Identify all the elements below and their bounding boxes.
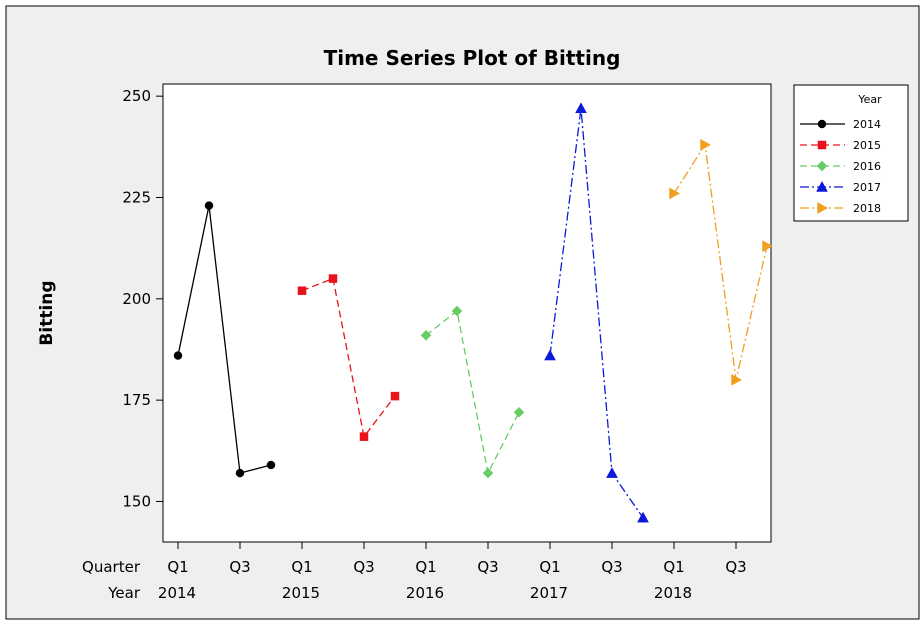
legend-box	[793, 84, 909, 222]
data-point-marker	[266, 460, 276, 470]
x-tick-label-year: 2015	[282, 584, 320, 602]
data-point-marker	[762, 240, 774, 253]
legend-item: 2016	[800, 160, 881, 173]
data-point-marker	[173, 351, 183, 360]
legend-marker	[816, 180, 828, 192]
legend-label: 2015	[853, 139, 881, 152]
data-point-marker	[731, 373, 743, 386]
data-point-marker	[390, 391, 400, 401]
x-tick-label-quarter: Q3	[229, 558, 250, 576]
y-tick-label: 175	[122, 391, 151, 409]
data-point-marker	[204, 201, 214, 210]
series-line	[425, 309, 520, 476]
y-tick-label: 250	[122, 87, 151, 105]
data-point-marker	[637, 511, 649, 523]
data-point-marker	[235, 468, 245, 478]
data-point-marker	[451, 305, 463, 317]
legend-item: 2014	[800, 118, 881, 131]
series-line	[177, 205, 272, 474]
legend-label: 2017	[853, 181, 881, 194]
series-2017	[544, 102, 649, 523]
legend-marker	[817, 202, 829, 214]
data-point-marker	[359, 432, 369, 441]
data-point-marker	[544, 349, 556, 361]
data-point-marker	[328, 274, 338, 283]
legend-label: 2014	[853, 118, 881, 131]
x-row-label-year: Year	[107, 584, 141, 602]
data-point-marker	[575, 102, 587, 114]
y-axis-ticks: 150 175 200 225 250	[122, 87, 163, 510]
series-line	[301, 277, 396, 439]
legend-label: 2016	[853, 160, 881, 173]
series-2014	[173, 201, 276, 478]
data-point-marker	[297, 286, 307, 295]
x-tick-label-quarter: Q1	[539, 558, 560, 576]
plot-area	[162, 83, 772, 543]
legend-item: 2018	[800, 202, 881, 215]
series-2016	[420, 305, 525, 479]
legend-items: 2014 2015 2016 2017 2018	[800, 118, 881, 215]
legend-title: Year	[857, 93, 882, 106]
x-tick-label-quarter: Q3	[353, 558, 374, 576]
chart-title: Time Series Plot of Bitting	[324, 46, 621, 70]
x-tick-label-quarter: Q3	[725, 558, 746, 576]
y-tick-label: 150	[122, 492, 151, 510]
data-point-marker	[669, 187, 681, 200]
x-tick-label-year: 2014	[158, 584, 196, 602]
x-tick-label-quarter: Q1	[167, 558, 188, 576]
x-tick-label-quarter: Q3	[477, 558, 498, 576]
x-tick-label-quarter: Q1	[415, 558, 436, 576]
series-2015	[297, 274, 400, 441]
legend-marker	[817, 119, 827, 129]
legend-label: 2018	[853, 202, 881, 215]
legend-item: 2015	[800, 139, 881, 152]
x-tick-label-quarter: Q1	[663, 558, 684, 576]
series-2018	[669, 138, 774, 386]
legend-marker	[816, 160, 828, 172]
y-tick-label: 225	[122, 188, 151, 206]
x-axis-ticks: Q1 Q3 Q1 Q3 Q1 Q3 Q1 Q3 Q1 Q3 2014 2015 2016 2017 2018	[158, 542, 747, 602]
data-point-marker	[420, 329, 432, 341]
x-tick-label-year: 2017	[530, 584, 568, 602]
x-tick-label-year: 2018	[654, 584, 692, 602]
x-tick-label-quarter: Q1	[291, 558, 312, 576]
data-point-marker	[606, 467, 618, 478]
series-line	[549, 108, 644, 519]
series-layer	[173, 102, 774, 523]
x-tick-label-quarter: Q3	[601, 558, 622, 576]
y-axis-label: Bitting	[37, 280, 57, 345]
x-row-label-quarter: Quarter	[82, 558, 141, 576]
data-point-marker	[513, 406, 525, 418]
legend-item: 2017	[800, 180, 881, 194]
y-tick-label: 200	[122, 290, 151, 308]
legend-marker	[817, 140, 827, 150]
x-tick-label-year: 2016	[406, 584, 444, 602]
data-point-marker	[482, 467, 494, 479]
series-line	[673, 142, 768, 381]
data-point-marker	[700, 138, 712, 151]
